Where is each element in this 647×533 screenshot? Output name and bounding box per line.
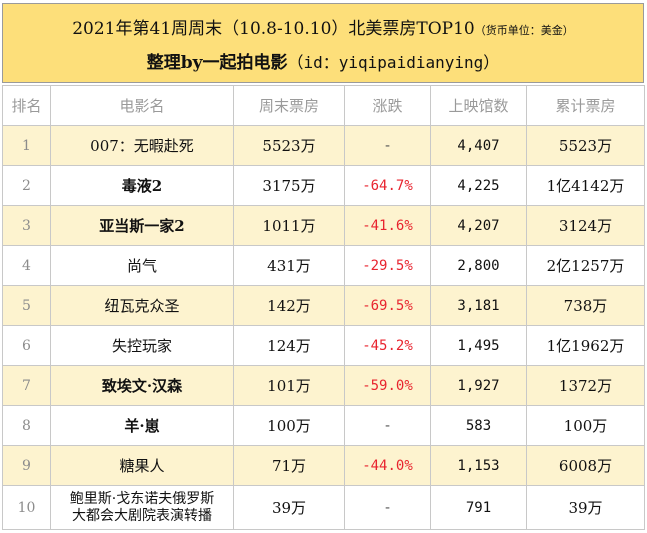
cell-total: 1亿4142万 <box>526 165 645 206</box>
cell-rank: 1 <box>2 125 51 166</box>
cell-change: -29.5% <box>344 245 431 286</box>
currency-unit-note: （货币单位：美金） <box>474 24 574 37</box>
title-main: 2021年第41周周末（10.8-10.10）北美票房TOP10 <box>72 19 475 39</box>
cell-weekend: 431万 <box>233 245 345 286</box>
cell-title: 鲍里斯·戈东诺夫俄罗斯 大都会大剧院表演转播 <box>50 485 234 530</box>
cell-title: 尚气 <box>50 245 234 286</box>
column-header-total: 累计票房 <box>526 85 645 126</box>
cell-title: 糖果人 <box>50 445 234 486</box>
cell-title-line1: 鲍里斯·戈东诺夫俄罗斯 <box>69 490 215 507</box>
cell-weekend: 124万 <box>233 325 345 366</box>
cell-weekend: 39万 <box>233 485 345 530</box>
table-row: 10 鲍里斯·戈东诺夫俄罗斯 大都会大剧院表演转播 39万 - 791 39万 <box>2 485 645 530</box>
cell-title: 致埃文·汉森 <box>50 365 234 406</box>
cell-total: 2亿1257万 <box>526 245 645 286</box>
cell-rank: 5 <box>2 285 51 326</box>
table-row: 6 失控玩家 124万 -45.2% 1,495 1亿1962万 <box>2 325 645 366</box>
cell-theaters: 3,181 <box>430 285 527 326</box>
cell-total: 100万 <box>526 405 645 446</box>
cell-rank: 10 <box>2 485 51 530</box>
subtitle-id: （id：yiqipaidianying） <box>287 53 500 72</box>
cell-title: 失控玩家 <box>50 325 234 366</box>
cell-theaters: 1,927 <box>430 365 527 406</box>
table-row: 1 007：无暇赴死 5523万 - 4,407 5523万 <box>2 125 645 166</box>
cell-rank: 7 <box>2 365 51 406</box>
table-row: 2 毒液2 3175万 -64.7% 4,225 1亿4142万 <box>2 165 645 206</box>
cell-total: 738万 <box>526 285 645 326</box>
cell-weekend: 100万 <box>233 405 345 446</box>
column-header-theaters: 上映馆数 <box>430 85 527 126</box>
cell-rank: 9 <box>2 445 51 486</box>
cell-theaters: 4,225 <box>430 165 527 206</box>
cell-total: 1亿1962万 <box>526 325 645 366</box>
column-header-rank: 排名 <box>2 85 51 126</box>
table-row: 4 尚气 431万 -29.5% 2,800 2亿1257万 <box>2 245 645 286</box>
cell-title: 毒液2 <box>50 165 234 206</box>
column-header-title: 电影名 <box>50 85 234 126</box>
cell-total: 39万 <box>526 485 645 530</box>
table-row: 7 致埃文·汉森 101万 -59.0% 1,927 1372万 <box>2 365 645 406</box>
cell-theaters: 1,153 <box>430 445 527 486</box>
cell-change: - <box>344 485 431 530</box>
table-row: 8 羊·崽 100万 - 583 100万 <box>2 405 645 446</box>
column-header-weekend: 周末票房 <box>233 85 345 126</box>
cell-weekend: 1011万 <box>233 205 345 246</box>
title-banner: 2021年第41周周末（10.8-10.10）北美票房TOP10（货币单位：美金… <box>2 3 644 83</box>
cell-title-line2: 大都会大剧院表演转播 <box>72 507 212 524</box>
cell-weekend: 142万 <box>233 285 345 326</box>
cell-rank: 2 <box>2 165 51 206</box>
table-row: 3 亚当斯一家2 1011万 -41.6% 4,207 3124万 <box>2 205 645 246</box>
page-subtitle: 整理by一起拍电影（id：yiqipaidianying） <box>3 48 643 73</box>
page-title: 2021年第41周周末（10.8-10.10）北美票房TOP10（货币单位：美金… <box>3 14 643 39</box>
cell-theaters: 2,800 <box>430 245 527 286</box>
cell-rank: 3 <box>2 205 51 246</box>
cell-total: 3124万 <box>526 205 645 246</box>
box-office-table: 排名 电影名 周末票房 涨跌 上映馆数 累计票房 1 007：无暇赴死 5523… <box>2 85 645 530</box>
cell-change: -41.6% <box>344 205 431 246</box>
cell-weekend: 71万 <box>233 445 345 486</box>
cell-weekend: 3175万 <box>233 165 345 206</box>
cell-theaters: 4,407 <box>430 125 527 166</box>
cell-rank: 8 <box>2 405 51 446</box>
cell-change: - <box>344 125 431 166</box>
cell-theaters: 4,207 <box>430 205 527 246</box>
cell-change: - <box>344 405 431 446</box>
cell-title: 007：无暇赴死 <box>50 125 234 166</box>
cell-title: 亚当斯一家2 <box>50 205 234 246</box>
subtitle-author: 整理by一起拍电影 <box>146 53 288 73</box>
cell-theaters: 791 <box>430 485 527 530</box>
cell-rank: 4 <box>2 245 51 286</box>
cell-change: -59.0% <box>344 365 431 406</box>
cell-total: 1372万 <box>526 365 645 406</box>
table-row: 9 糖果人 71万 -44.0% 1,153 6008万 <box>2 445 645 486</box>
cell-title: 羊·崽 <box>50 405 234 446</box>
table-header-row: 排名 电影名 周末票房 涨跌 上映馆数 累计票房 <box>2 85 645 126</box>
cell-weekend: 5523万 <box>233 125 345 166</box>
cell-total: 6008万 <box>526 445 645 486</box>
cell-theaters: 583 <box>430 405 527 446</box>
cell-change: -44.0% <box>344 445 431 486</box>
cell-change: -64.7% <box>344 165 431 206</box>
table-row: 5 纽瓦克众圣 142万 -69.5% 3,181 738万 <box>2 285 645 326</box>
cell-rank: 6 <box>2 325 51 366</box>
cell-total: 5523万 <box>526 125 645 166</box>
cell-title: 纽瓦克众圣 <box>50 285 234 326</box>
cell-change: -69.5% <box>344 285 431 326</box>
cell-change: -45.2% <box>344 325 431 366</box>
cell-weekend: 101万 <box>233 365 345 406</box>
column-header-change: 涨跌 <box>344 85 431 126</box>
cell-theaters: 1,495 <box>430 325 527 366</box>
